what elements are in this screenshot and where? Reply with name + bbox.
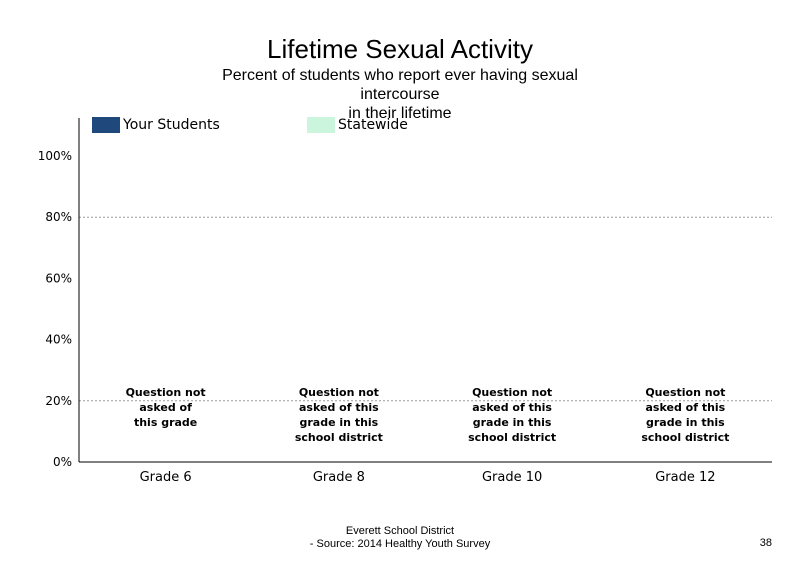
y-tick-label: 100% — [38, 149, 72, 163]
footer-survey-source: - Source: 2014 Healthy Youth Survey — [309, 538, 491, 550]
legend-label-your-students: Your Students — [123, 117, 220, 133]
subtitle-line-3: in their lifetime — [348, 105, 452, 122]
y-tick-label: 0% — [53, 455, 72, 469]
category-note-line: this grade — [134, 416, 197, 429]
category-note-line: Question not — [645, 386, 725, 399]
chart-title: Lifetime Sexual Activity — [267, 34, 533, 64]
y-axis-ticks: 0% 20% 40% 60% 80% 100% — [38, 149, 72, 469]
y-tick-label: 40% — [45, 333, 72, 347]
footer-source: Everett School District - Source: 2014 H… — [250, 525, 550, 551]
subtitle-line-2: intercourse — [360, 86, 440, 103]
category-note-line: asked of — [139, 401, 192, 414]
x-tick-label: Grade 6 — [140, 470, 192, 485]
legend-label-statewide: Statewide — [338, 117, 408, 133]
x-tick-label: Grade 12 — [655, 470, 715, 485]
chart-subtitle: Percent of students who report ever havi… — [200, 66, 600, 123]
page-number: 38 — [759, 537, 772, 549]
legend-item-your-students: Your Students — [92, 117, 220, 133]
axes — [78, 118, 772, 463]
gridlines — [79, 216, 772, 402]
category-note-line: school district — [641, 431, 729, 444]
legend-swatch-your-students — [92, 117, 120, 133]
footer-district: Everett School District — [345, 525, 455, 537]
category-note-line: Question not — [299, 386, 379, 399]
category-notes: Question not asked of this grade Question n… — [126, 386, 730, 444]
category-note-line: Question not — [126, 386, 206, 399]
category-note-line: asked of this — [472, 401, 552, 414]
category-note-line: grade in this — [646, 416, 725, 429]
x-tick-label: Grade 10 — [482, 470, 542, 485]
subtitle-line-1: Percent of students who report ever havi… — [222, 67, 578, 84]
x-axis-ticks: Grade 6 Grade 8 Grade 10 Grade 12 — [140, 470, 716, 485]
category-note-line: grade in this — [473, 416, 552, 429]
x-tick-label: Grade 8 — [313, 470, 365, 485]
y-tick-label: 80% — [45, 210, 72, 224]
y-tick-label: 60% — [45, 271, 72, 285]
legend-swatch-statewide — [307, 117, 335, 133]
legend-item-statewide: Statewide — [307, 117, 408, 133]
category-note-line: school district — [295, 431, 383, 444]
category-note-line: Question not — [472, 386, 552, 399]
category-note-line: asked of this — [646, 401, 726, 414]
category-note-line: asked of this — [299, 401, 379, 414]
category-note-line: grade in this — [300, 416, 379, 429]
y-tick-label: 20% — [45, 394, 72, 408]
category-note-line: school district — [468, 431, 556, 444]
